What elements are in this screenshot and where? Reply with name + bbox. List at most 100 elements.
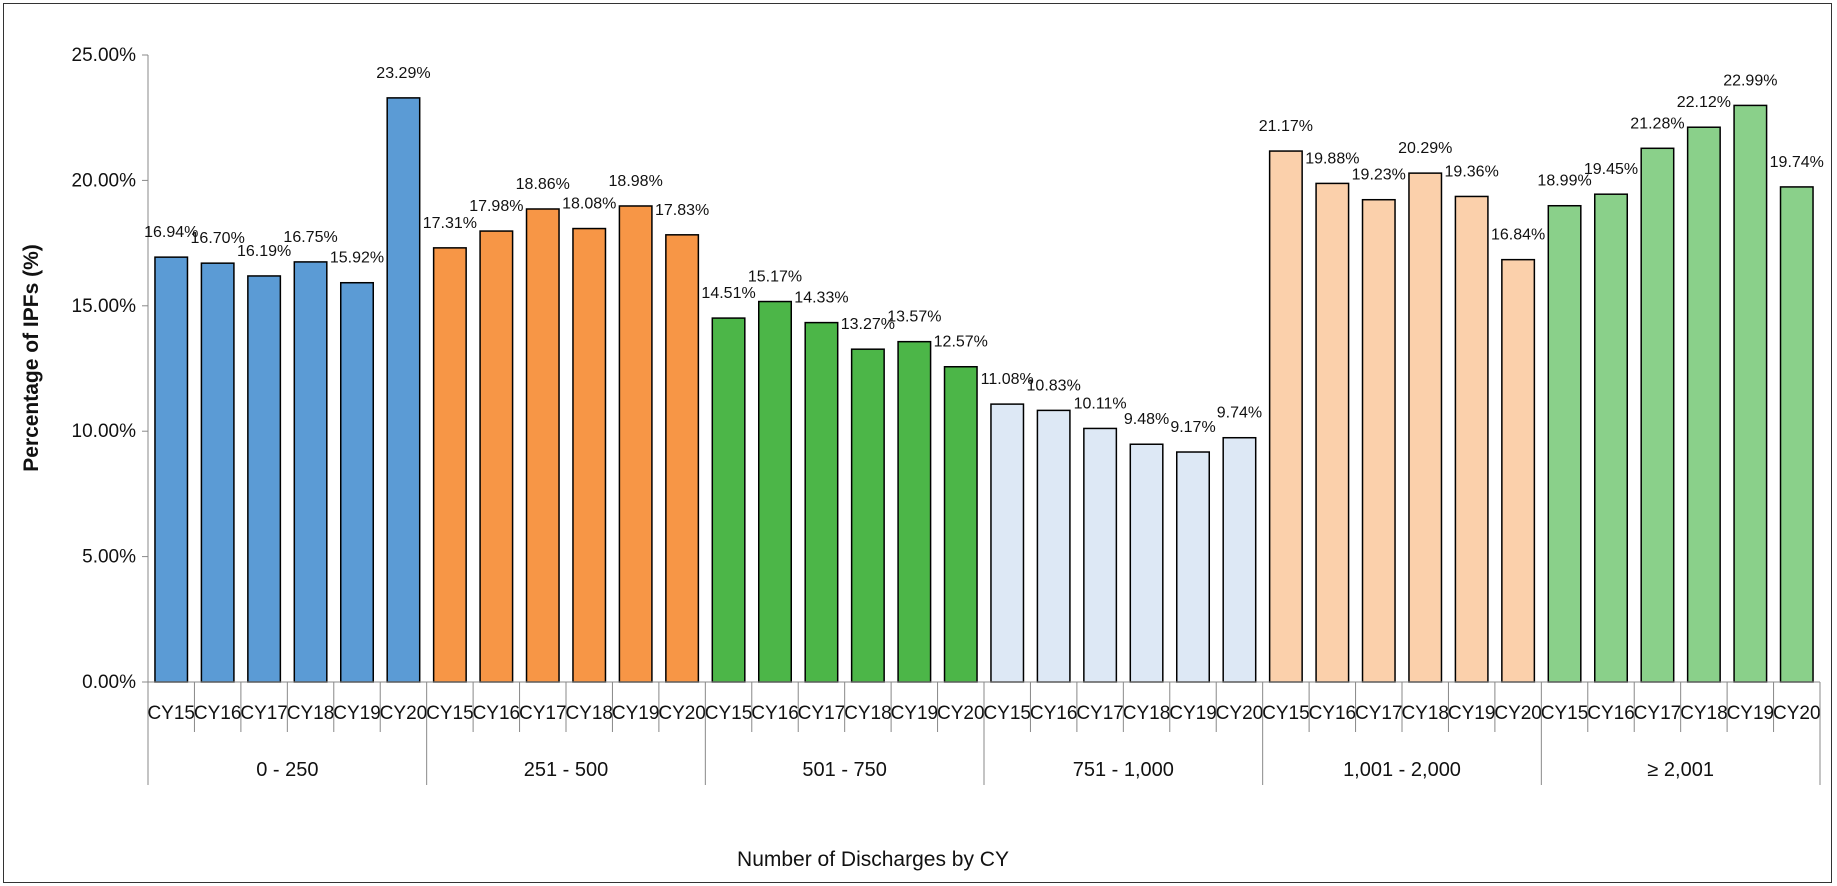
category-label: CY18 bbox=[1123, 703, 1171, 724]
data-label: 21.28% bbox=[1630, 115, 1684, 132]
data-label: 17.83% bbox=[655, 202, 709, 219]
bar bbox=[711, 317, 746, 683]
data-label: 18.08% bbox=[562, 196, 616, 213]
data-label: 18.86% bbox=[516, 176, 570, 193]
bar bbox=[665, 234, 700, 683]
data-label: 16.84% bbox=[1491, 227, 1545, 244]
bar bbox=[200, 262, 235, 683]
category-label: CY20 bbox=[658, 703, 706, 724]
category-label: CY20 bbox=[1494, 703, 1542, 724]
bar bbox=[1733, 104, 1768, 683]
category-label: CY17 bbox=[519, 703, 567, 724]
category-label: CY20 bbox=[1773, 703, 1821, 724]
y-axis-title: Percentage of IPFs (%) bbox=[20, 244, 43, 472]
bar bbox=[990, 403, 1025, 683]
y-tick-label: 25.00% bbox=[72, 45, 137, 66]
data-label: 19.74% bbox=[1770, 154, 1824, 171]
data-label: 9.48% bbox=[1124, 411, 1169, 428]
bar bbox=[525, 208, 560, 683]
category-label: CY15 bbox=[426, 703, 474, 724]
category-label: CY19 bbox=[1169, 703, 1217, 724]
data-label: 16.94% bbox=[144, 224, 198, 241]
bars bbox=[154, 97, 1814, 683]
data-label: 22.12% bbox=[1677, 94, 1731, 111]
data-label: 19.36% bbox=[1445, 163, 1499, 180]
category-label: CY19 bbox=[1448, 703, 1496, 724]
data-label: 20.29% bbox=[1398, 140, 1452, 157]
data-label: 23.29% bbox=[376, 65, 430, 82]
bar bbox=[1640, 147, 1675, 683]
data-label: 14.51% bbox=[701, 285, 755, 302]
category-label: CY16 bbox=[473, 703, 521, 724]
data-label: 9.17% bbox=[1170, 419, 1215, 436]
y-tick-label: 15.00% bbox=[72, 296, 137, 317]
bar bbox=[1315, 182, 1350, 683]
bar bbox=[247, 275, 282, 683]
category-label: CY15 bbox=[147, 703, 195, 724]
data-label: 13.27% bbox=[841, 316, 895, 333]
category-label: CY17 bbox=[1634, 703, 1682, 724]
data-label: 12.57% bbox=[934, 334, 988, 351]
category-label: CY16 bbox=[194, 703, 242, 724]
bar bbox=[1686, 126, 1721, 683]
data-label: 17.31% bbox=[423, 215, 477, 232]
data-label: 9.74% bbox=[1217, 405, 1262, 422]
y-tick-label: 0.00% bbox=[82, 672, 136, 693]
category-label: CY20 bbox=[1216, 703, 1264, 724]
bar bbox=[293, 261, 328, 683]
data-label: 17.98% bbox=[469, 198, 523, 215]
group-label: ≥ 2,001 bbox=[1647, 759, 1714, 781]
category-label: CY18 bbox=[1401, 703, 1449, 724]
data-label: 19.23% bbox=[1352, 167, 1406, 184]
group-label: 0 - 250 bbox=[256, 759, 318, 781]
category-label: CY16 bbox=[1030, 703, 1078, 724]
category-label: CY19 bbox=[891, 703, 939, 724]
category-label: CY19 bbox=[1727, 703, 1775, 724]
y-tick-label: 10.00% bbox=[72, 421, 137, 442]
group-label: 751 - 1,000 bbox=[1073, 759, 1174, 781]
bar bbox=[432, 247, 467, 683]
data-label: 16.70% bbox=[191, 230, 245, 247]
y-axis: 0.00% 5.00% 10.00% 15.00% 20.00% 25.00% bbox=[72, 45, 149, 693]
data-label: 11.08% bbox=[981, 371, 1034, 388]
bar bbox=[1501, 258, 1536, 683]
data-label: 15.92% bbox=[330, 250, 384, 267]
category-label: CY17 bbox=[1076, 703, 1124, 724]
data-label: 10.11% bbox=[1074, 395, 1127, 412]
bar bbox=[757, 300, 793, 683]
x-axis-title: Number of Discharges by CY bbox=[737, 848, 1009, 871]
data-label: 22.99% bbox=[1723, 72, 1777, 89]
bar bbox=[1268, 150, 1303, 683]
category-label: CY19 bbox=[333, 703, 381, 724]
bar bbox=[386, 97, 421, 683]
category-label: CY16 bbox=[751, 703, 799, 724]
category-label: CY18 bbox=[287, 703, 335, 724]
bar bbox=[1175, 451, 1211, 683]
data-labels: 16.94%16.70%16.19%16.75% 15.92% 23.29% 17.3… bbox=[144, 65, 1824, 436]
bar bbox=[850, 348, 885, 683]
bar bbox=[339, 281, 375, 683]
data-label: 14.33% bbox=[794, 290, 848, 307]
group-label: 501 - 750 bbox=[802, 759, 887, 781]
category-label: CY18 bbox=[565, 703, 613, 724]
group-label: 251 - 500 bbox=[524, 759, 609, 781]
bar bbox=[1361, 198, 1396, 683]
data-label: 16.19% bbox=[237, 243, 291, 260]
data-label: 16.75% bbox=[283, 229, 337, 246]
bar bbox=[479, 230, 514, 683]
data-label: 13.57% bbox=[887, 309, 941, 326]
category-label: CY20 bbox=[380, 703, 428, 724]
category-label: CY16 bbox=[1309, 703, 1357, 724]
data-label: 15.17% bbox=[748, 269, 802, 286]
category-label: CY20 bbox=[937, 703, 985, 724]
data-label: 18.99% bbox=[1537, 173, 1591, 190]
data-label: 10.83% bbox=[1027, 377, 1081, 394]
bar bbox=[1408, 172, 1443, 683]
bar bbox=[1454, 195, 1489, 683]
group-label: 1,001 - 2,000 bbox=[1343, 759, 1461, 781]
data-label: 19.88% bbox=[1305, 150, 1359, 167]
bar bbox=[154, 256, 189, 683]
category-label: CY18 bbox=[1680, 703, 1728, 724]
